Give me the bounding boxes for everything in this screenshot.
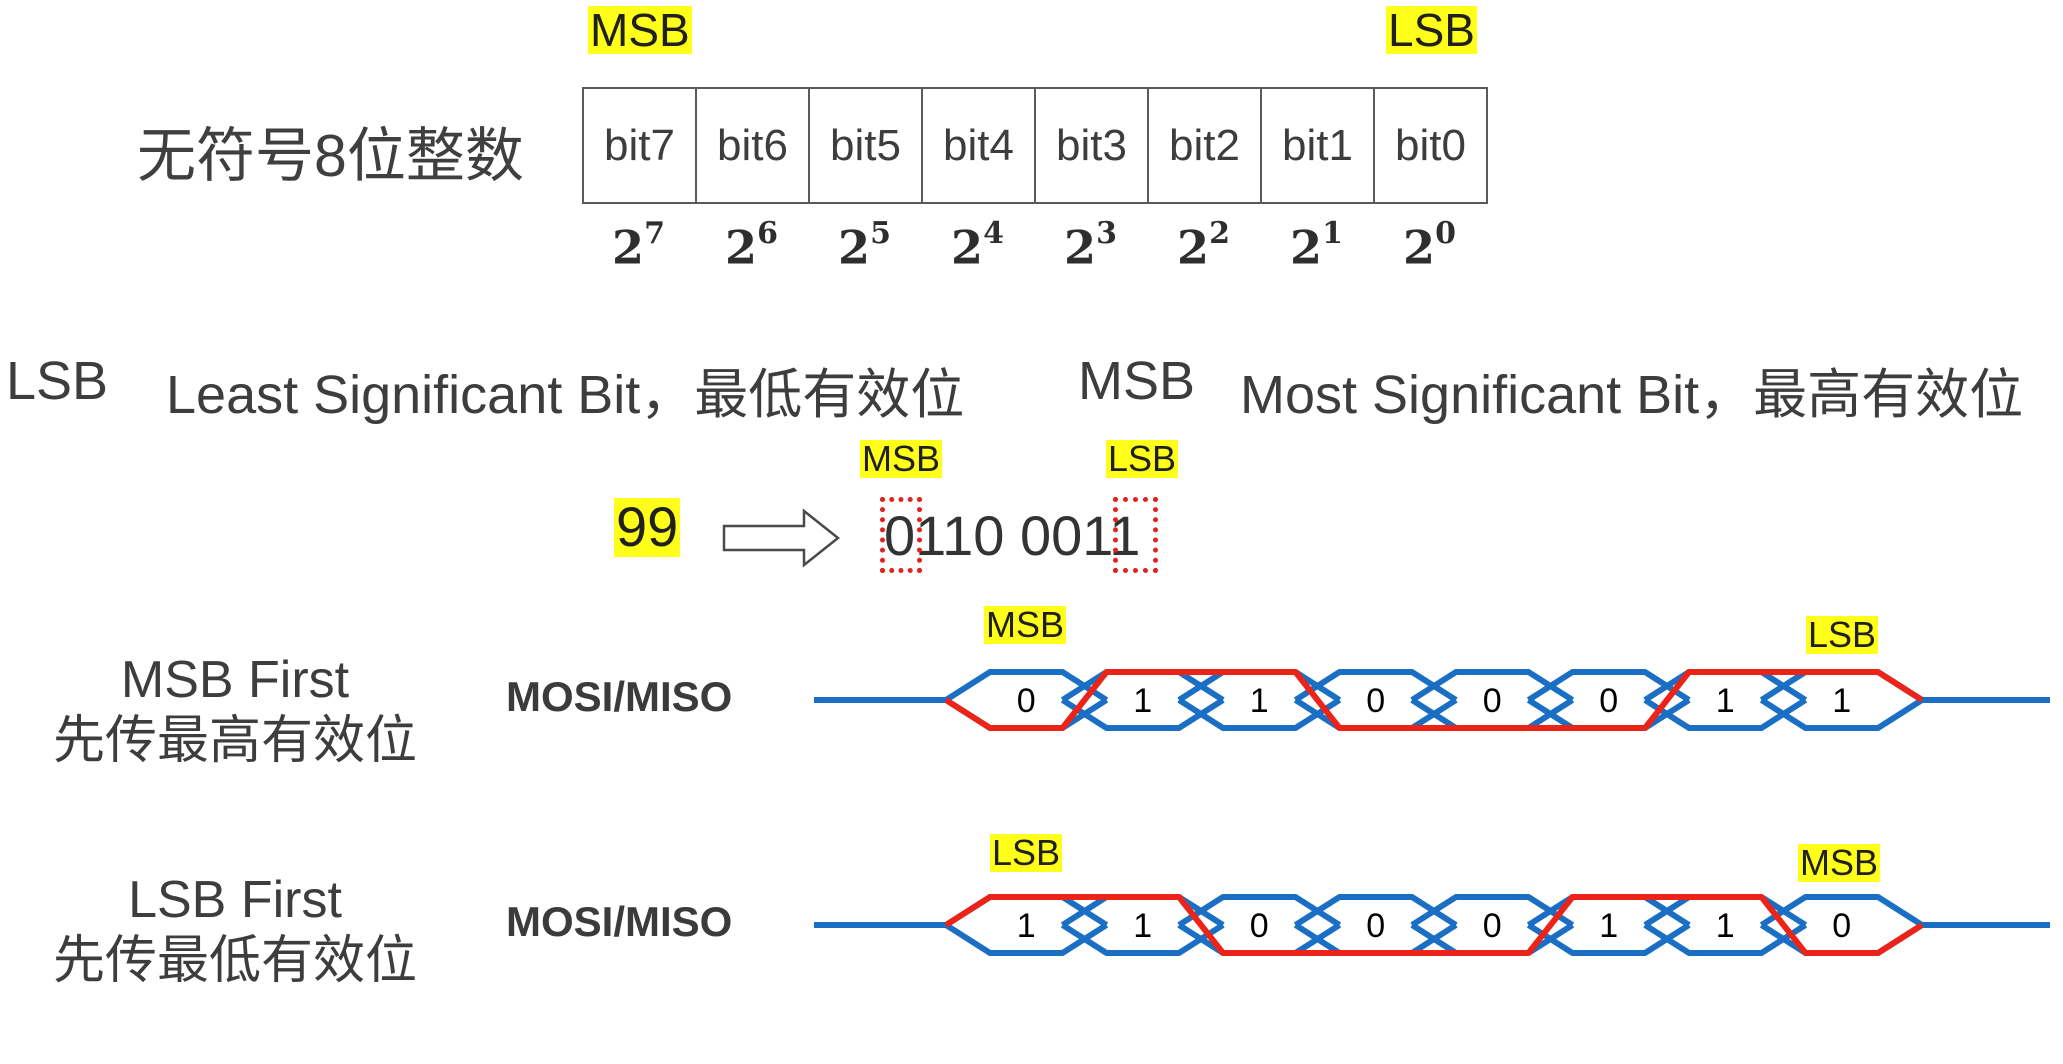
bit-value: 0 [1017,682,1036,720]
binary-value: 0110 0011 [884,504,1141,567]
bit-value: 1 [1599,907,1618,945]
bit-eye-upper [1759,894,1924,928]
msb-first-subtitle: 先传最高有效位 [52,711,417,770]
msb-definition: Most Significant Bit，最高有效位 [1240,365,2024,425]
bit-value: 1 [1017,907,1036,945]
bit-value: 1 [1716,682,1735,720]
msb-first-waveform: 0 1 1 0 0 0 1 1 [814,669,2050,731]
data-level-trace [944,669,1924,731]
bit-weight: 22 [1177,216,1230,275]
lsb-first-end-tag: MSB [1798,842,1881,883]
lsb-first-start-tag: LSB [990,832,1063,873]
bit-value: 1 [1716,907,1735,945]
lsb-first-waveform: 1 1 0 0 0 1 1 0 [814,894,2050,956]
lsb-first-signal-name: MOSI/MISO [506,898,733,945]
lsb-first-title: LSB First [128,871,342,929]
msb-abbr: MSB [1078,351,1196,411]
data-level-trace [944,894,1924,956]
msb-first-title: MSB First [120,651,350,709]
bit-weight: 27 [612,216,665,275]
lsb-definition: Least Significant Bit，最低有效位 [166,365,965,425]
bit-cell: bit0 [1395,120,1466,170]
bit-table: bit7 bit6 bit5 bit4 bit3 bit2 bit1 bit0 [582,87,1488,204]
msb-first-start-tag: MSB [984,604,1067,645]
bit-value: 0 [1483,907,1502,945]
msb-first-signal-name: MOSI/MISO [506,673,733,720]
unsigned-8bit-title: 无符号8位整数 [137,123,524,189]
msb-first-end-tag: LSB [1806,614,1879,655]
lsb-highlight-box [1113,497,1158,573]
lsb-first-label: LSB First 先传最低有效位 [40,870,430,992]
bit-value: 0 [1250,907,1269,945]
bit-weight: 26 [725,216,778,275]
lsb-tag-top: LSB [1386,4,1477,56]
bit-value: 0 [1599,682,1618,720]
bit-cell: bit3 [1036,89,1149,202]
bit-weight: 21 [1290,216,1343,275]
bit-value: 1 [1832,682,1851,720]
msb-tag-example: MSB [860,438,943,479]
bit-value: 0 [1483,682,1502,720]
bit-cell: bit4 [923,89,1036,202]
bit-cell: bit1 [1262,89,1375,202]
decimal-value: 99 [614,495,681,558]
bit-eye-lower [1759,697,1924,731]
bit-weight: 20 [1403,216,1456,275]
bit-weight: 23 [1064,216,1117,275]
bit-cell: bit2 [1149,89,1262,202]
bit-value: 0 [1832,907,1851,945]
lsb-first-subtitle: 先传最低有效位 [52,931,417,990]
bit-cell: bit5 [810,89,923,202]
msb-first-label: MSB First 先传最高有效位 [40,650,430,772]
bit-value: 0 [1366,682,1385,720]
lsb-abbr: LSB [6,351,109,411]
bit-value: 1 [1250,682,1269,720]
lsb-tag-example: LSB [1106,438,1179,479]
bit-cell: bit7 [584,89,697,202]
bit-value: 0 [1366,907,1385,945]
bit-cell: bit6 [697,89,810,202]
msb-tag-top: MSB [588,4,692,56]
convert-arrow-icon [722,508,841,568]
bit-weight: 25 [838,216,891,275]
bit-value: 1 [1133,682,1152,720]
bit-value: 1 [1133,907,1152,945]
msb-highlight-box [880,497,922,573]
bit-weights: 27 26 25 24 23 22 21 20 [582,216,1486,275]
bit-weight: 24 [951,216,1004,275]
